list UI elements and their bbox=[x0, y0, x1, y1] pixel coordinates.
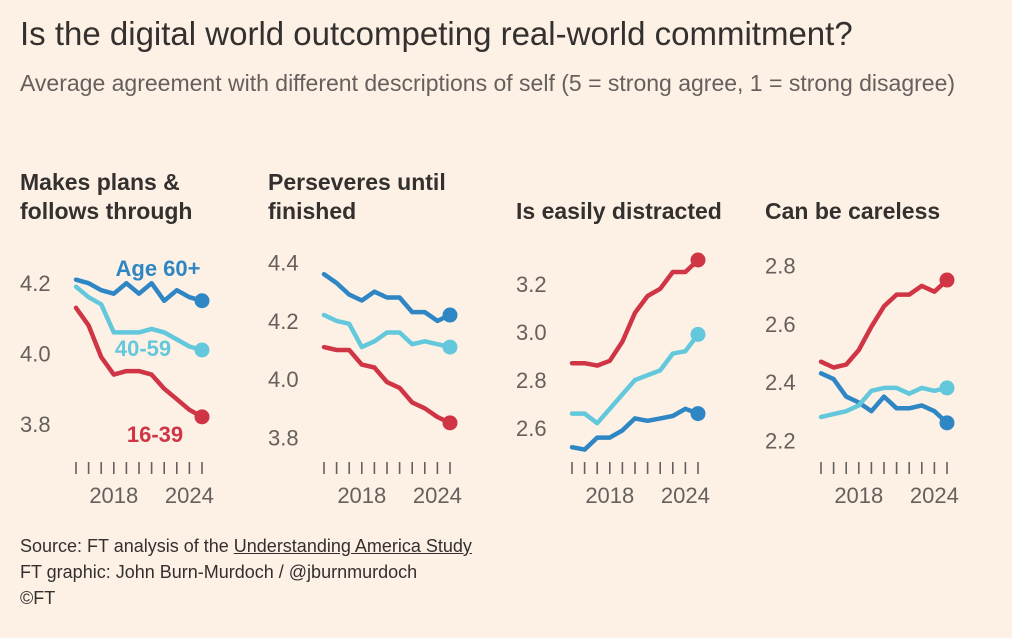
series-line-age16 bbox=[73, 305, 205, 420]
y-tick-label: 2.4 bbox=[765, 370, 796, 395]
y-tick-label: 2.8 bbox=[516, 368, 547, 393]
series-line-age60 bbox=[569, 406, 701, 452]
series-line-age40 bbox=[73, 284, 205, 353]
panel-title-perseveres: Perseveres until finished bbox=[268, 169, 446, 224]
x-tick-label: 2018 bbox=[585, 483, 634, 508]
y-tick-label: 2.6 bbox=[516, 416, 547, 441]
series-end-dot-age40 bbox=[442, 339, 458, 355]
source-prefix: Source: FT analysis of the bbox=[20, 536, 234, 556]
series-label-age40: 40-59 bbox=[115, 336, 171, 361]
graphic-credit: FT graphic: John Burn-Murdoch / @jburnmu… bbox=[20, 562, 418, 582]
x-tick-label: 2024 bbox=[661, 483, 710, 508]
series-end-dot-age60 bbox=[939, 415, 955, 431]
panel-title-plans: Makes plans & follows through bbox=[20, 169, 193, 224]
series-line-age60 bbox=[818, 371, 950, 426]
x-tick-label: 2018 bbox=[89, 483, 138, 508]
x-tick-label: 2018 bbox=[834, 483, 883, 508]
x-tick-label: 2024 bbox=[910, 483, 959, 508]
panel-title-distracted: Is easily distracted bbox=[516, 198, 722, 224]
series-end-dot-age40 bbox=[939, 380, 955, 396]
series-line-age40 bbox=[321, 312, 453, 350]
source-line: Source: FT analysis of the Understanding… bbox=[20, 533, 472, 559]
series-end-dot-age16 bbox=[194, 409, 210, 425]
y-tick-label: 2.8 bbox=[765, 253, 796, 278]
panel-title-careless: Can be careless bbox=[765, 198, 941, 224]
y-tick-label: 3.2 bbox=[516, 272, 547, 297]
x-tick-label: 2024 bbox=[165, 483, 214, 508]
series-end-dot-age60 bbox=[690, 406, 706, 422]
chart-subtitle: Average agreement with different descrip… bbox=[20, 70, 956, 96]
y-tick-label: 4.2 bbox=[268, 309, 299, 334]
copyright: ©FT bbox=[20, 588, 56, 608]
y-tick-label: 3.8 bbox=[20, 412, 51, 437]
y-tick-label: 4.4 bbox=[268, 251, 299, 276]
series-line-age40 bbox=[569, 332, 701, 426]
series-end-dot-age40 bbox=[690, 326, 706, 342]
source-link[interactable]: Understanding America Study bbox=[233, 536, 472, 556]
y-tick-label: 4.0 bbox=[20, 342, 51, 367]
y-tick-label: 3.8 bbox=[268, 425, 299, 450]
x-tick-label: 2024 bbox=[413, 483, 462, 508]
y-tick-label: 3.0 bbox=[516, 320, 547, 345]
y-tick-label: 4.2 bbox=[20, 271, 51, 296]
chart-title: Is the digital world outcompeting real-w… bbox=[20, 15, 853, 52]
series-end-dot-age16 bbox=[442, 415, 458, 431]
series-label-age60: Age 60+ bbox=[116, 256, 201, 281]
x-tick-label: 2018 bbox=[337, 483, 386, 508]
footer: Source: FT analysis of the Understanding… bbox=[20, 533, 472, 611]
series-line-age16 bbox=[321, 344, 453, 426]
series-end-dot-age16 bbox=[690, 252, 706, 268]
series-label-age16: 16-39 bbox=[127, 422, 183, 447]
series-end-dot-age60 bbox=[442, 307, 458, 323]
series-line-age16 bbox=[569, 257, 701, 368]
series-line-age16 bbox=[818, 277, 950, 370]
series-end-dot-age16 bbox=[939, 272, 955, 288]
y-tick-label: 2.6 bbox=[765, 312, 796, 337]
series-line-age60 bbox=[73, 277, 205, 304]
y-tick-label: 4.0 bbox=[268, 367, 299, 392]
series-end-dot-age60 bbox=[194, 293, 210, 309]
series-line-age60 bbox=[321, 271, 453, 324]
y-tick-label: 2.2 bbox=[765, 428, 796, 453]
series-line-age40 bbox=[818, 385, 950, 420]
series-end-dot-age40 bbox=[194, 342, 210, 358]
